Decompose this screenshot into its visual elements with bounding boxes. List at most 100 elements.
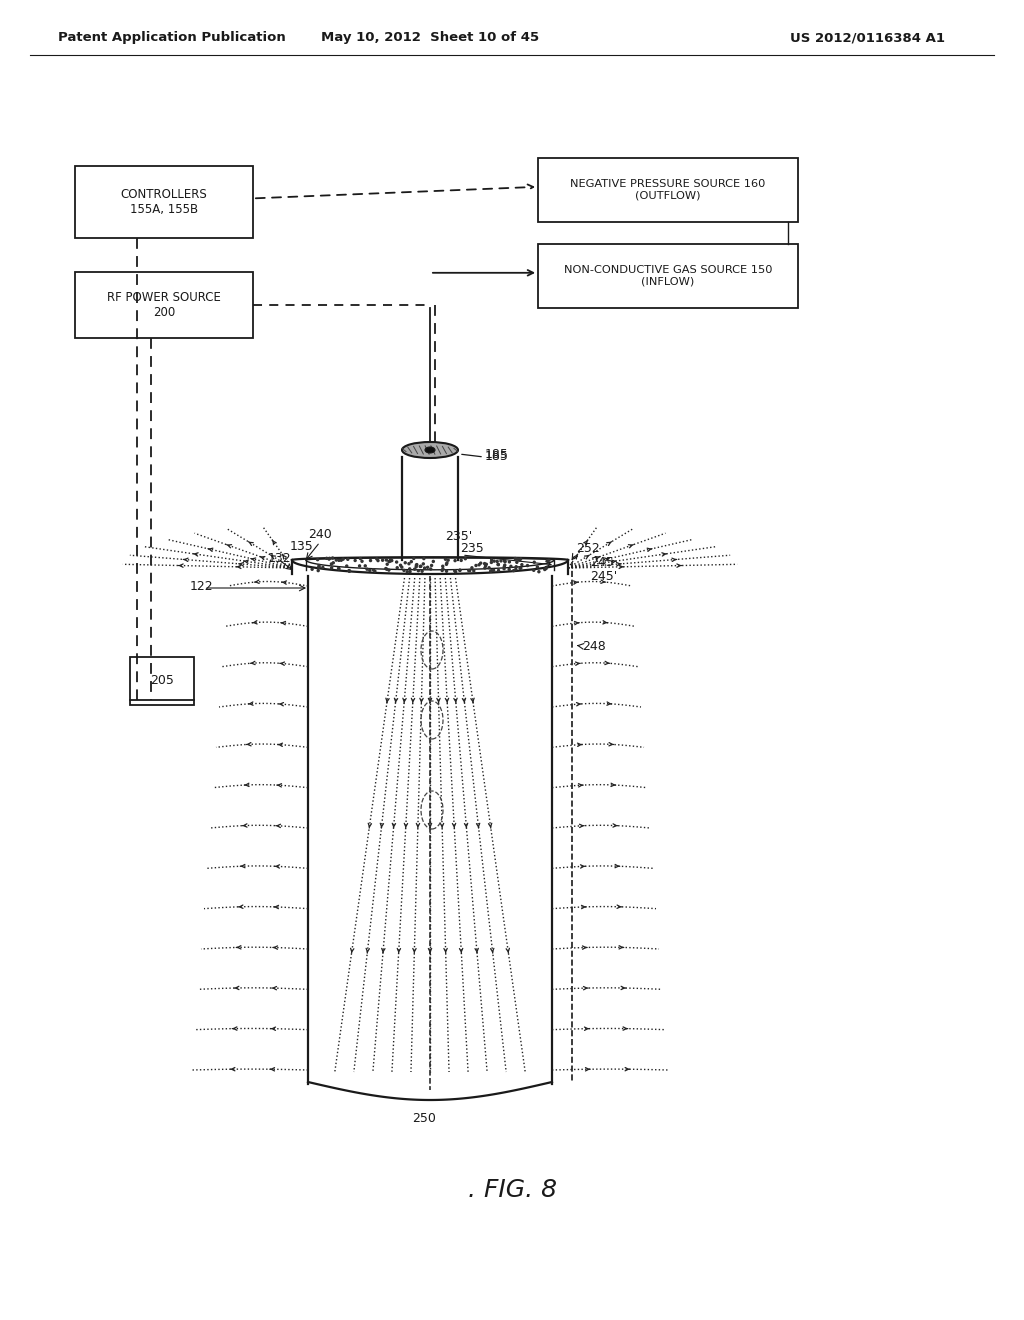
Text: NEGATIVE PRESSURE SOURCE 160
(OUTFLOW): NEGATIVE PRESSURE SOURCE 160 (OUTFLOW) [570, 180, 766, 201]
Circle shape [386, 568, 388, 570]
Circle shape [328, 558, 330, 560]
Circle shape [515, 569, 517, 570]
Circle shape [376, 558, 378, 560]
Text: 240: 240 [308, 528, 332, 541]
Circle shape [503, 568, 505, 570]
Circle shape [497, 561, 499, 562]
Circle shape [411, 561, 413, 562]
Circle shape [329, 557, 331, 560]
Circle shape [359, 557, 361, 560]
Circle shape [361, 560, 364, 562]
Ellipse shape [425, 447, 435, 453]
Circle shape [538, 570, 540, 573]
Circle shape [420, 565, 422, 568]
Circle shape [331, 562, 333, 565]
Circle shape [317, 566, 319, 569]
Circle shape [407, 570, 409, 573]
Circle shape [318, 565, 319, 566]
Circle shape [473, 570, 475, 572]
Circle shape [526, 565, 528, 566]
Circle shape [354, 560, 356, 561]
Circle shape [510, 565, 512, 568]
Circle shape [471, 566, 473, 569]
Bar [538, 244, 798, 308]
Circle shape [441, 569, 443, 572]
Circle shape [460, 560, 462, 561]
Circle shape [415, 566, 417, 568]
Text: 250: 250 [412, 1111, 436, 1125]
Circle shape [335, 560, 337, 561]
Text: 205: 205 [151, 675, 174, 688]
Circle shape [311, 569, 313, 570]
Circle shape [427, 566, 429, 569]
Circle shape [414, 568, 416, 570]
Circle shape [547, 560, 549, 562]
Circle shape [490, 561, 493, 564]
Circle shape [389, 558, 391, 561]
Text: 245: 245 [590, 556, 613, 569]
Text: RF POWER SOURCE
200: RF POWER SOURCE 200 [108, 290, 221, 319]
Circle shape [455, 570, 457, 573]
Circle shape [348, 570, 350, 572]
Circle shape [519, 558, 520, 561]
Circle shape [395, 561, 397, 564]
Circle shape [421, 570, 423, 573]
Text: 185: 185 [485, 447, 509, 461]
Circle shape [374, 570, 376, 572]
Circle shape [445, 562, 447, 564]
Circle shape [447, 560, 450, 561]
Text: 135: 135 [290, 540, 313, 553]
Circle shape [478, 564, 480, 566]
Circle shape [388, 561, 390, 562]
Text: May 10, 2012  Sheet 10 of 45: May 10, 2012 Sheet 10 of 45 [321, 32, 539, 45]
Circle shape [537, 566, 539, 568]
Circle shape [332, 557, 334, 558]
Bar [130, 657, 194, 705]
Circle shape [520, 568, 522, 569]
Circle shape [515, 566, 517, 568]
Circle shape [504, 564, 506, 566]
Circle shape [369, 569, 371, 572]
Circle shape [385, 560, 387, 561]
Bar [538, 158, 798, 222]
Circle shape [318, 566, 321, 568]
Circle shape [488, 566, 490, 569]
Circle shape [419, 565, 421, 568]
Bar [75, 272, 253, 338]
Circle shape [459, 569, 461, 572]
Circle shape [503, 566, 505, 568]
Circle shape [517, 558, 519, 560]
Circle shape [404, 562, 407, 564]
Circle shape [430, 568, 432, 570]
Circle shape [498, 569, 500, 572]
Circle shape [370, 560, 372, 561]
Circle shape [391, 560, 393, 561]
Circle shape [424, 568, 426, 569]
Text: 235: 235 [460, 543, 483, 554]
Circle shape [469, 569, 471, 572]
Circle shape [348, 570, 350, 572]
Circle shape [464, 558, 466, 560]
Circle shape [544, 569, 546, 570]
Circle shape [338, 568, 340, 569]
Circle shape [373, 569, 375, 570]
Circle shape [444, 558, 446, 560]
Circle shape [548, 560, 550, 561]
Circle shape [519, 558, 521, 560]
Circle shape [445, 564, 447, 565]
Circle shape [338, 560, 340, 561]
Circle shape [508, 569, 510, 570]
Circle shape [322, 566, 324, 569]
Circle shape [423, 557, 425, 560]
Circle shape [441, 565, 443, 568]
Circle shape [416, 564, 418, 566]
Circle shape [494, 560, 496, 562]
Circle shape [504, 561, 506, 562]
Text: 245': 245' [590, 570, 617, 583]
Circle shape [316, 558, 318, 561]
Circle shape [403, 569, 404, 572]
Circle shape [366, 568, 368, 570]
Circle shape [388, 561, 390, 562]
Circle shape [516, 561, 518, 564]
Circle shape [483, 562, 485, 565]
